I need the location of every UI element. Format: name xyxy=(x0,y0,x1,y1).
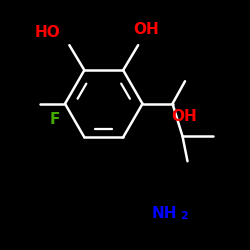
Text: HO: HO xyxy=(34,25,60,40)
Text: OH: OH xyxy=(171,109,197,124)
Text: 2: 2 xyxy=(180,211,188,221)
Text: NH: NH xyxy=(151,206,177,221)
Text: OH: OH xyxy=(134,22,160,38)
Text: F: F xyxy=(50,112,60,128)
